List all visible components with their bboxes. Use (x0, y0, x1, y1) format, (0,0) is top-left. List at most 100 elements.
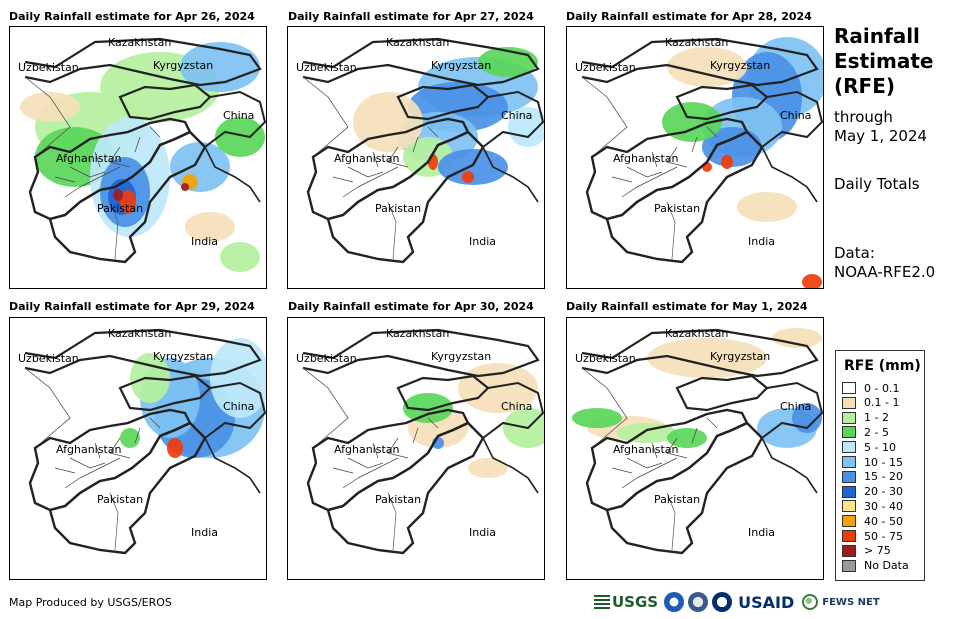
rainfall-area (572, 408, 622, 428)
pakistan-border (48, 421, 207, 555)
legend-item: 0.1 - 1 (842, 396, 899, 410)
panel-title: Daily Rainfall estimate for Apr 29, 2024 (9, 300, 255, 313)
rainfall-area (662, 102, 722, 142)
label-kazakhstan: Kazakhstan (665, 36, 728, 49)
uzbekistan-border (302, 367, 349, 449)
label-afghanistan: Afghanistan (613, 152, 679, 165)
rainfall-area (403, 393, 453, 423)
province-boundaries (332, 126, 439, 198)
legend-item: 50 - 75 (842, 529, 903, 543)
pakistan-border (48, 130, 207, 264)
uzbekistan-border (24, 367, 71, 449)
data-source: NOAA-RFE2.0 (834, 263, 936, 281)
label-pakistan: Pakistan (97, 202, 143, 215)
rainfall-area (180, 42, 260, 92)
legend-swatch (842, 382, 856, 394)
legend-swatch (842, 559, 856, 572)
legend-swatch (842, 544, 856, 557)
usgs-logo: USGS (594, 593, 658, 611)
legend-swatch (842, 441, 856, 454)
legend-label: No Data (864, 559, 909, 573)
label-pakistan: Pakistan (375, 493, 421, 506)
legend-label: 1 - 2 (864, 411, 889, 425)
province-boundaries (611, 417, 718, 489)
label-india: India (748, 526, 775, 539)
india-border (204, 146, 261, 203)
label-pakistan: Pakistan (97, 493, 143, 506)
label-afghanistan: Afghanistan (613, 443, 679, 456)
rainfall-area (737, 192, 797, 222)
rainfall-area (20, 92, 80, 122)
province-boundaries (332, 417, 439, 489)
usaid-seal-icon (712, 592, 733, 612)
kazakhstan-border (581, 37, 819, 87)
map-credit: Map Produced by USGS/EROS (9, 596, 172, 609)
label-india: India (469, 526, 496, 539)
kyrgyzstan-border (675, 83, 769, 121)
legend-label: 0 - 0.1 (864, 381, 900, 395)
label-kyrgyzstan: Kyrgyzstan (431, 350, 491, 363)
label-afghanistan: Afghanistan (56, 152, 122, 165)
label-uzbekistan: Uzbekistan (575, 61, 636, 74)
dept-seal-icon (688, 592, 709, 612)
uzbekistan-border (24, 76, 71, 158)
legend-item: 30 - 40 (842, 499, 903, 513)
rainfall-map: Kazakhstan Uzbekistan Kyrgyzstan China A… (566, 317, 824, 580)
province-boundaries (611, 126, 718, 198)
partner-logos: USGS USAID FEWS NET (594, 590, 880, 614)
legend-label: 15 - 20 (864, 470, 903, 484)
label-china: China (501, 400, 532, 413)
label-afghanistan: Afghanistan (334, 443, 400, 456)
rainfall-area (210, 338, 266, 418)
legend-label: > 75 (864, 544, 891, 558)
legend-swatch (842, 470, 856, 483)
rainfall-area (468, 458, 508, 478)
label-uzbekistan: Uzbekistan (18, 61, 79, 74)
legend-swatch (842, 485, 856, 498)
label-uzbekistan: Uzbekistan (18, 352, 79, 365)
kyrgyzstan-border (396, 83, 490, 121)
panel-title: Daily Rainfall estimate for Apr 26, 2024 (9, 10, 255, 23)
rainfall-map: Kazakhstan Uzbekistan Kyrgyzstan China A… (9, 317, 267, 580)
through-date: May 1, 2024 (834, 127, 928, 145)
rainfall-area (428, 154, 438, 170)
internal-boundary (387, 201, 397, 260)
through-label: through (834, 108, 893, 126)
internal-boundary (387, 492, 397, 551)
rainfall-area (647, 338, 767, 378)
legend-label: 30 - 40 (864, 499, 903, 513)
label-kyrgyzstan: Kyrgyzstan (710, 59, 770, 72)
legend-swatch (842, 396, 856, 409)
rainfall-area (120, 190, 136, 214)
label-kyrgyzstan: Kyrgyzstan (153, 350, 213, 363)
label-china: China (223, 400, 254, 413)
label-india: India (748, 235, 775, 248)
label-kazakhstan: Kazakhstan (665, 327, 728, 340)
label-afghanistan: Afghanistan (334, 152, 400, 165)
rainfall-map: Kazakhstan Uzbekistan Kyrgyzstan China A… (287, 26, 545, 289)
pakistan-border (605, 130, 764, 264)
china-border (204, 381, 266, 439)
legend-label: 0.1 - 1 (864, 396, 900, 410)
rainfall-area (215, 117, 265, 157)
info-title-line-2: Estimate (834, 49, 934, 73)
legend-swatch (842, 530, 856, 542)
legend-label: 2 - 5 (864, 425, 889, 439)
kyrgyzstan-border (396, 374, 490, 412)
label-kazakhstan: Kazakhstan (108, 327, 171, 340)
label-india: India (191, 526, 218, 539)
china-border (482, 381, 544, 439)
rainfall-area (508, 107, 544, 147)
legend-label: 10 - 15 (864, 455, 903, 469)
legend-swatch (842, 456, 856, 468)
legend-label: 20 - 30 (864, 485, 903, 499)
label-china: China (501, 109, 532, 122)
label-kazakhstan: Kazakhstan (386, 36, 449, 49)
internal-boundary (666, 492, 676, 551)
fews-net-logo: FEWS NET (802, 594, 880, 610)
rainfall-area (353, 92, 423, 152)
legend-item: > 75 (842, 544, 891, 558)
rainfall-area (802, 274, 822, 288)
rainfall-area (181, 183, 189, 191)
